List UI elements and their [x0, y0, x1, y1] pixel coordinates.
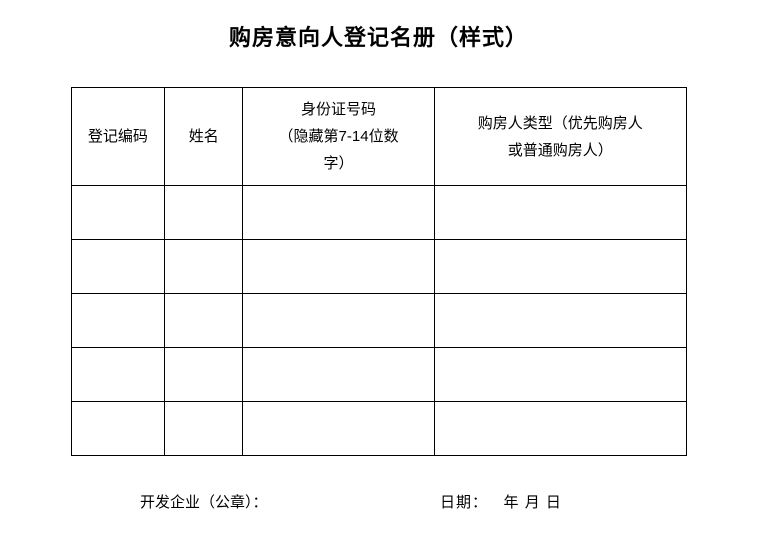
footer-company-label: 开发企业（公章）：: [140, 491, 440, 512]
column-header-type: 购房人类型（优先购房人 或普通购房人）: [434, 88, 686, 186]
footer: 开发企业（公章）： 日期： 年 月 日: [0, 491, 757, 512]
cell-type: [434, 186, 686, 240]
cell-name: [165, 186, 243, 240]
cell-id: [243, 294, 435, 348]
footer-date: 日期： 年 月 日: [440, 491, 562, 512]
column-header-id-line1: 身份证号码: [247, 96, 430, 123]
cell-type: [434, 294, 686, 348]
cell-type: [434, 402, 686, 456]
cell-type: [434, 240, 686, 294]
cell-id: [243, 348, 435, 402]
registration-table: 登记编码 姓名 身份证号码 （隐藏第7-14位数 字） 购房人类型（优先购房人 …: [71, 87, 687, 456]
table-row: [71, 294, 686, 348]
cell-code: [71, 186, 165, 240]
column-header-id: 身份证号码 （隐藏第7-14位数 字）: [243, 88, 435, 186]
column-header-id-line2: （隐藏第7-14位数: [247, 123, 430, 150]
footer-date-label: 日期：: [440, 494, 488, 511]
cell-name: [165, 402, 243, 456]
table-container: 登记编码 姓名 身份证号码 （隐藏第7-14位数 字） 购房人类型（优先购房人 …: [0, 87, 757, 456]
cell-code: [71, 294, 165, 348]
column-header-type-line1: 购房人类型（优先购房人: [439, 110, 682, 137]
footer-date-value: 年 月 日: [504, 494, 562, 511]
table-row: [71, 240, 686, 294]
cell-code: [71, 402, 165, 456]
cell-code: [71, 240, 165, 294]
cell-name: [165, 294, 243, 348]
column-header-code: 登记编码: [71, 88, 165, 186]
cell-id: [243, 186, 435, 240]
cell-id: [243, 402, 435, 456]
cell-name: [165, 348, 243, 402]
column-header-id-line3: 字）: [247, 150, 430, 177]
cell-code: [71, 348, 165, 402]
table-row: [71, 186, 686, 240]
cell-name: [165, 240, 243, 294]
table-row: [71, 402, 686, 456]
table-header-row: 登记编码 姓名 身份证号码 （隐藏第7-14位数 字） 购房人类型（优先购房人 …: [71, 88, 686, 186]
cell-type: [434, 348, 686, 402]
column-header-name: 姓名: [165, 88, 243, 186]
table-row: [71, 348, 686, 402]
column-header-type-line2: 或普通购房人）: [439, 137, 682, 164]
page-title: 购房意向人登记名册（样式）: [0, 20, 757, 52]
cell-id: [243, 240, 435, 294]
